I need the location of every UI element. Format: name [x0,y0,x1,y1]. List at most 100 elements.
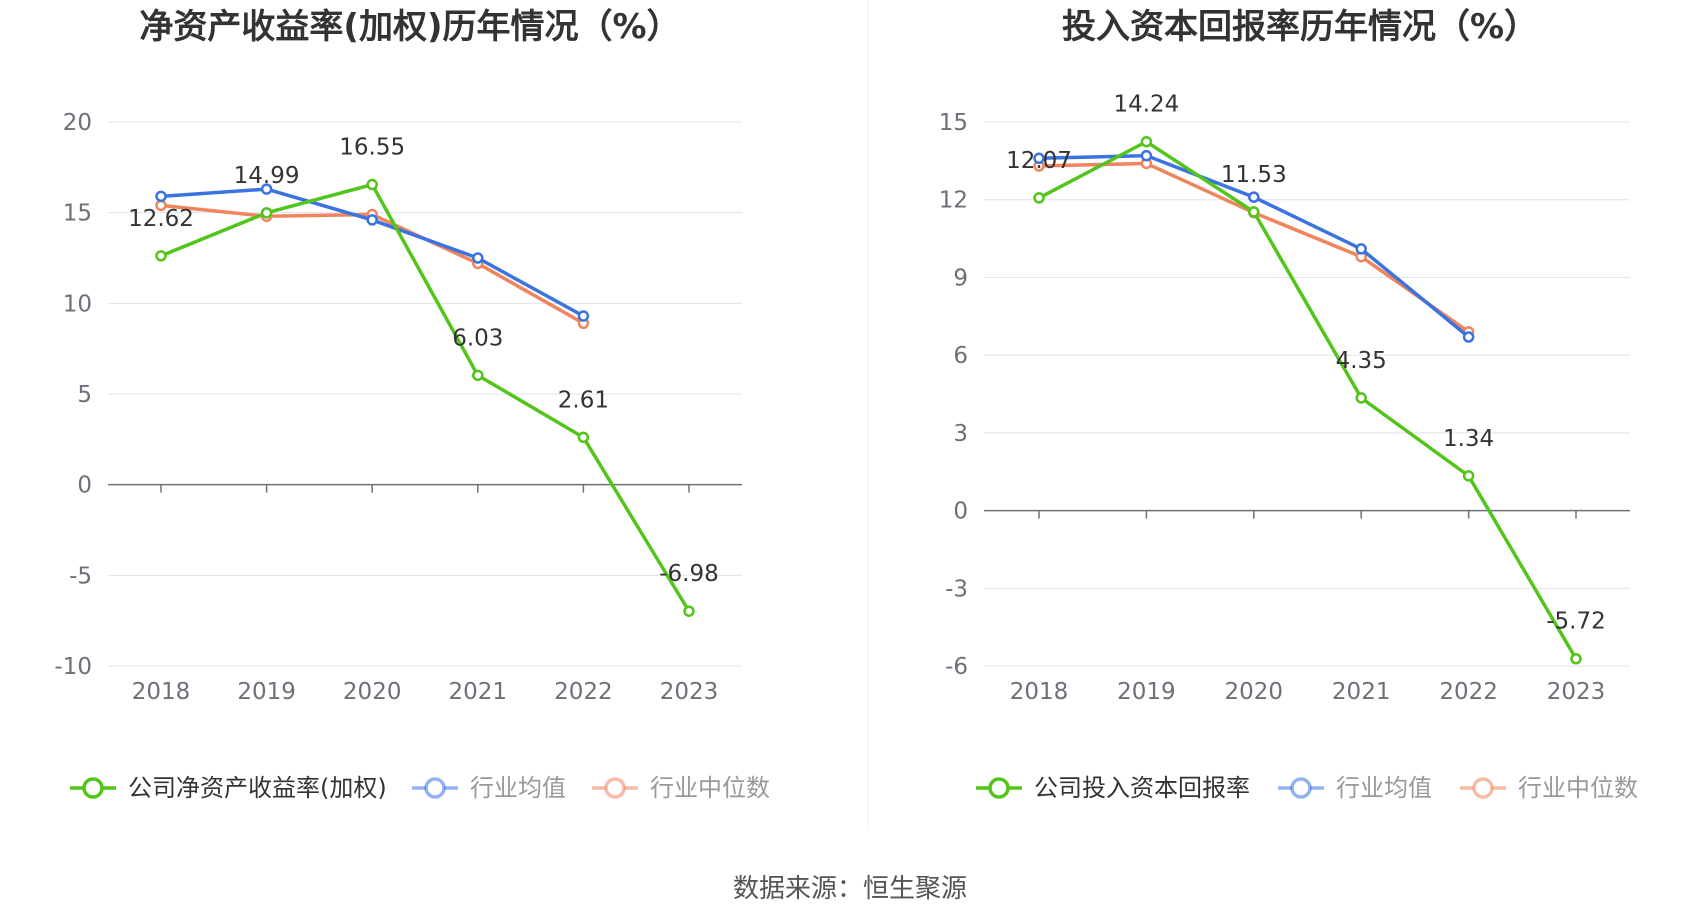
roic-data-labels: 12.07 14.24 11.53 4.35 1.34 -5.72 [1006,92,1606,635]
legend-marker-icon [1290,777,1312,799]
roe-legend[interactable]: 公司净资产收益率(加权) 行业均值 行业中位数 [70,774,770,802]
data-point-company[interactable] [1462,470,1475,482]
legend-marker-icon [988,777,1010,799]
series-line-company [1038,139,1578,660]
x-tick-label: 2023 [660,679,719,705]
data-point-company[interactable] [1570,652,1582,665]
y-tick-label: 12 [939,188,968,214]
x-tick-label: 2020 [343,679,402,705]
legend-marker-icon [82,777,104,799]
x-tick-label: 2022 [1439,679,1498,705]
roic-legend[interactable]: 公司投入资本回报率 行业均值 行业中位数 [976,774,1638,802]
roe-grid [108,121,742,667]
roe-x-ticks: 2018 2019 2020 2021 2022 2023 [132,484,719,705]
legend-item-company[interactable]: 公司投入资本回报率 [976,774,1250,802]
legend-item-industry-avg[interactable]: 行业均值 [1278,774,1432,802]
y-tick-label: 6 [953,343,968,369]
y-tick-label: 9 [953,265,968,291]
y-tick-label: -3 [945,576,968,602]
data-point-industry-avg[interactable] [155,190,167,203]
data-point-industry-avg[interactable] [472,252,484,264]
data-label: -6.98 [659,561,719,587]
data-point-company[interactable] [366,178,378,191]
series-line-industry-avg [160,187,585,318]
data-point-industry-avg[interactable] [260,183,273,195]
data-point-company[interactable] [155,250,167,262]
legend-label: 行业均值 [1336,774,1432,802]
data-label: 16.55 [339,135,405,161]
chart-roic: 投入资本回报率历年情况（%） 15 12 9 6 3 0 -3 -6 2018 2019 2020… [939,7,1638,802]
roic-series [1033,135,1582,665]
data-point-industry-avg[interactable] [366,214,378,226]
y-tick-label: 0 [77,473,92,499]
legend-label: 公司投入资本回报率 [1034,774,1250,802]
data-point-company[interactable] [1140,135,1153,148]
y-tick-label: 15 [63,201,92,227]
data-label: 12.07 [1006,148,1072,174]
x-tick-label: 2018 [1010,679,1069,705]
data-point-company[interactable] [577,431,590,444]
x-tick-label: 2021 [1332,679,1391,705]
x-tick-label: 2022 [554,679,613,705]
data-point-industry-avg[interactable] [1140,149,1153,162]
data-point-company[interactable] [260,207,273,219]
x-tick-label: 2023 [1547,679,1606,705]
x-tick-label: 2020 [1225,679,1284,705]
legend-label: 行业均值 [470,774,566,802]
data-label: 14.24 [1113,92,1179,118]
series-line-industry-median [1038,161,1470,334]
roe-y-ticks: 20 15 10 5 0 -5 -10 [54,110,92,680]
data-point-company[interactable] [1033,192,1045,204]
chart-roe: 净资产收益率(加权)历年情况（%） 20 15 10 5 0 -5 -10 2018 2019… [54,7,770,802]
y-tick-label: -5 [69,563,92,589]
legend-item-industry-median[interactable]: 行业中位数 [1460,774,1638,802]
y-tick-label: -6 [945,654,968,680]
data-label: 14.99 [234,163,300,189]
roic-x-ticks: 2018 2019 2020 2021 2022 2023 [1010,510,1606,705]
legend-label: 行业中位数 [650,774,770,802]
legend-item-industry-avg[interactable]: 行业均值 [412,774,566,802]
x-tick-label: 2021 [449,679,508,705]
roe-series [155,178,695,617]
data-label: 12.62 [128,206,194,232]
data-label: 11.53 [1221,162,1287,188]
roe-data-labels: 12.62 14.99 16.55 6.03 2.61 -6.98 [128,135,719,588]
legend-item-company[interactable]: 公司净资产收益率(加权) [70,774,387,802]
y-tick-label: 5 [77,382,92,408]
data-label: 1.34 [1443,426,1494,452]
legend-marker-icon [1472,777,1494,799]
legend-label: 公司净资产收益率(加权) [128,774,387,802]
y-tick-label: 3 [953,421,968,447]
data-point-company[interactable] [472,369,484,382]
data-point-company[interactable] [1248,206,1260,218]
legend-label: 行业中位数 [1518,774,1638,802]
x-tick-label: 2019 [237,679,296,705]
y-tick-label: 0 [953,499,968,525]
x-tick-label: 2019 [1117,679,1176,705]
y-tick-label: 20 [63,110,92,136]
y-tick-label: -10 [54,654,92,680]
roic-grid [984,121,1630,667]
legend-item-industry-median[interactable]: 行业中位数 [592,774,770,802]
legend-marker-icon [604,777,626,799]
y-tick-label: 15 [939,110,968,136]
data-point-company[interactable] [683,605,695,617]
roic-y-ticks: 15 12 9 6 3 0 -3 -6 [939,110,968,680]
series-line-company [160,182,691,613]
data-point-industry-avg[interactable] [1033,152,1045,165]
data-point-industry-avg[interactable] [577,310,590,322]
data-label: 4.35 [1336,348,1387,374]
data-point-industry-avg[interactable] [1248,191,1260,203]
x-tick-label: 2018 [132,679,191,705]
data-label: -5.72 [1546,609,1606,635]
y-tick-label: 10 [63,291,92,317]
data-point-company[interactable] [1355,392,1367,404]
source-text: 数据来源：恒生聚源 [733,874,967,904]
data-label: 2.61 [558,387,609,413]
data-point-industry-avg[interactable] [1462,331,1475,343]
chart-title-roic: 投入资本回报率历年情况（%） [1062,7,1538,47]
legend-marker-icon [424,777,446,799]
chart-title-roe: 净资产收益率(加权)历年情况（%） [139,7,680,47]
data-point-industry-avg[interactable] [1355,243,1367,255]
